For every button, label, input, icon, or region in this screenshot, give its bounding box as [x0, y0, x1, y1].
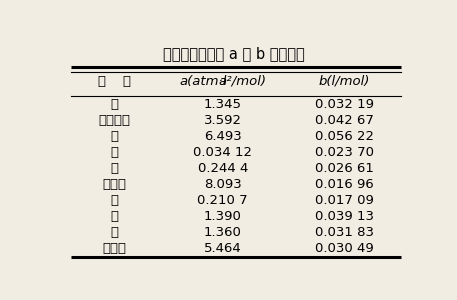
Text: 3.592: 3.592 [204, 114, 242, 127]
Text: 1.390: 1.390 [204, 210, 242, 223]
Text: 氖: 氖 [110, 194, 118, 207]
Text: 氢: 氢 [110, 162, 118, 175]
Text: 1.345: 1.345 [204, 98, 242, 111]
Text: 二氧化碳: 二氧化碳 [98, 114, 130, 127]
Text: 氮: 氮 [110, 210, 118, 223]
Text: 0.034 12: 0.034 12 [193, 146, 252, 159]
Text: 0.030 49: 0.030 49 [315, 242, 374, 255]
Text: 0.056 22: 0.056 22 [315, 130, 374, 143]
Text: 氯: 氯 [110, 130, 118, 143]
Text: 0.016 96: 0.016 96 [315, 178, 374, 191]
Text: 水蒸气: 水蒸气 [102, 242, 126, 255]
Text: 0.032 19: 0.032 19 [315, 98, 374, 111]
Text: 8.093: 8.093 [204, 178, 242, 191]
Text: 0.244 4: 0.244 4 [197, 162, 248, 175]
Text: 0.042 67: 0.042 67 [315, 114, 374, 127]
Text: 6.493: 6.493 [204, 130, 242, 143]
Text: a: a [219, 75, 227, 88]
Text: a(atm·l²/mol): a(atm·l²/mol) [179, 75, 266, 88]
Text: 5.464: 5.464 [204, 242, 242, 255]
Text: 0.039 13: 0.039 13 [315, 210, 374, 223]
Text: 氧: 氧 [110, 226, 118, 239]
Text: b(l/mol): b(l/mol) [319, 75, 370, 88]
Text: 氦: 氦 [110, 146, 118, 159]
Text: 0.017 09: 0.017 09 [315, 194, 374, 207]
Text: 0.210 7: 0.210 7 [197, 194, 248, 207]
Text: 范德瓦耳斯常数 a 和 b 的实测值: 范德瓦耳斯常数 a 和 b 的实测值 [163, 46, 305, 62]
Text: 氩: 氩 [110, 98, 118, 111]
Text: 0.023 70: 0.023 70 [315, 146, 374, 159]
Text: 0.031 83: 0.031 83 [315, 226, 374, 239]
Text: 气    体: 气 体 [98, 75, 131, 88]
Text: 汞蒸气: 汞蒸气 [102, 178, 126, 191]
Text: 1.360: 1.360 [204, 226, 242, 239]
Text: 0.026 61: 0.026 61 [315, 162, 374, 175]
